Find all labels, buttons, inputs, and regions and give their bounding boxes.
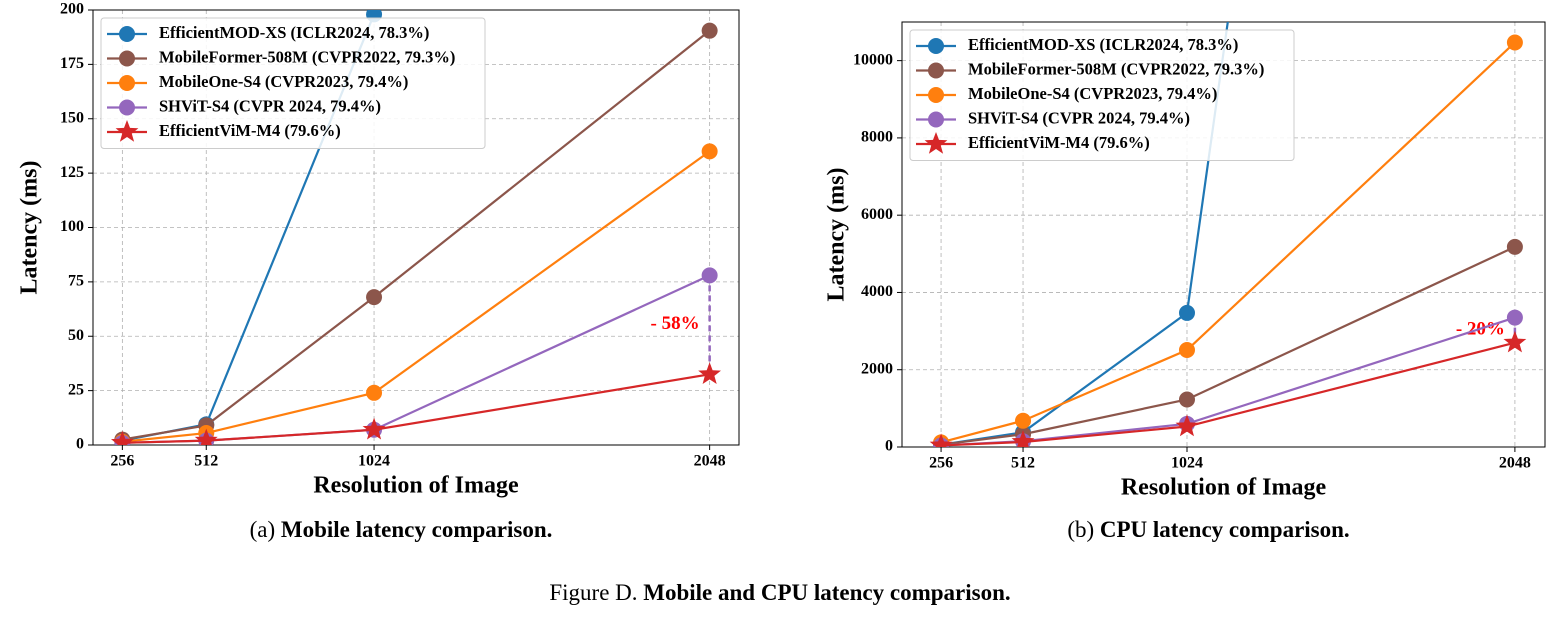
y-tick-label: 200	[60, 1, 84, 18]
point	[1178, 391, 1195, 408]
y-axis-label: Latency (ms)	[824, 168, 850, 302]
caption-text: Mobile latency comparison.	[281, 517, 553, 542]
point	[929, 433, 953, 447]
y-tick-label: 175	[60, 55, 84, 72]
x-tick-label: 2048	[694, 453, 726, 470]
legend-label: EfficientMOD-XS (ICLR2024, 78.3%)	[968, 35, 1238, 54]
legend-box	[909, 29, 1295, 161]
x-axis-label: Resolution of Image	[313, 473, 519, 499]
point	[1506, 34, 1523, 51]
y-tick-label: 150	[60, 109, 84, 126]
x-tick-label: 1024	[1171, 455, 1203, 472]
caption-prefix: Figure D.	[549, 580, 637, 605]
y-tick-label: 0	[76, 436, 84, 453]
x-tick-label: 2048	[1499, 455, 1531, 472]
legend-label: EfficientMOD-XS (ICLR2024, 78.3%)	[159, 23, 429, 42]
x-axis-label: Resolution of Image	[1121, 475, 1327, 501]
point	[111, 430, 134, 445]
legend-marker	[924, 132, 948, 154]
point	[366, 289, 383, 306]
point	[701, 267, 718, 284]
y-tick-label: 10000	[853, 51, 893, 68]
legend-marker	[928, 62, 944, 79]
caption: (b) CPU latency comparison.	[1067, 517, 1349, 542]
point	[1178, 342, 1195, 359]
figure-caption: Figure D. Mobile and CPU latency compari…	[549, 580, 1010, 605]
point	[1178, 304, 1195, 321]
legend-marker	[119, 75, 135, 91]
caption-text: CPU latency comparison.	[1100, 517, 1350, 542]
y-tick-label: 8000	[861, 129, 893, 146]
legend-label: EfficientViM-M4 (79.6%)	[159, 121, 341, 140]
y-tick-label: 6000	[861, 206, 893, 223]
legend-label: SHViT-S4 (CVPR 2024, 79.4%)	[159, 96, 381, 115]
x-tick-label: 256	[110, 453, 134, 470]
legend-marker	[119, 26, 135, 42]
legend-marker	[115, 120, 139, 142]
annotation: - 58%	[651, 313, 700, 334]
point	[1506, 238, 1523, 255]
legend-label: MobileFormer-508M (CVPR2022, 79.3%)	[159, 47, 455, 66]
y-tick-label: 0	[885, 438, 893, 455]
legend-marker	[119, 99, 135, 116]
point	[366, 384, 383, 401]
caption-text: Mobile and CPU latency comparison.	[643, 580, 1010, 605]
legend-box	[100, 17, 486, 149]
y-tick-label: 25	[68, 381, 84, 398]
legend-marker	[928, 111, 944, 128]
series-line	[941, 341, 1516, 447]
plot-frame	[92, 9, 740, 446]
caption-prefix: (b)	[1067, 517, 1094, 542]
point	[1175, 414, 1199, 437]
x-tick-label: 1024	[358, 453, 390, 470]
point	[1015, 412, 1032, 429]
x-tick-label: 256	[929, 455, 953, 472]
legend-marker	[928, 87, 944, 103]
y-tick-label: 125	[60, 164, 84, 181]
series-line	[940, 245, 1516, 446]
caption-prefix: (a)	[250, 517, 276, 542]
point	[701, 143, 718, 160]
legend-marker	[119, 50, 135, 67]
point	[701, 22, 718, 39]
series-line	[122, 29, 711, 441]
point	[1011, 430, 1035, 447]
legend-label: MobileOne-S4 (CVPR2023, 79.4%)	[968, 84, 1217, 103]
caption: (a) Mobile latency comparison.	[250, 517, 553, 542]
legend-label: EfficientViM-M4 (79.6%)	[968, 133, 1150, 152]
series-line	[122, 373, 710, 444]
point	[194, 428, 218, 445]
point	[362, 417, 386, 440]
point	[1503, 330, 1527, 353]
y-tick-label: 100	[60, 218, 84, 235]
x-tick-label: 512	[194, 453, 218, 470]
point	[1506, 309, 1523, 326]
y-tick-label: 4000	[861, 283, 893, 300]
x-tick-label: 512	[1011, 455, 1035, 472]
legend-label: MobileOne-S4 (CVPR2023, 79.4%)	[159, 72, 408, 91]
legend-marker	[928, 38, 944, 54]
y-tick-label: 75	[68, 273, 84, 290]
y-tick-label: 2000	[861, 360, 893, 377]
series-line	[122, 150, 711, 443]
plot-frame	[901, 21, 1546, 448]
legend-label: MobileFormer-508M (CVPR2022, 79.3%)	[968, 59, 1264, 78]
y-tick-label: 50	[68, 327, 84, 344]
legend-label: SHViT-S4 (CVPR 2024, 79.4%)	[968, 108, 1190, 127]
series-line	[940, 41, 1516, 444]
point	[698, 362, 721, 384]
y-axis-label: Latency (ms)	[17, 161, 43, 295]
